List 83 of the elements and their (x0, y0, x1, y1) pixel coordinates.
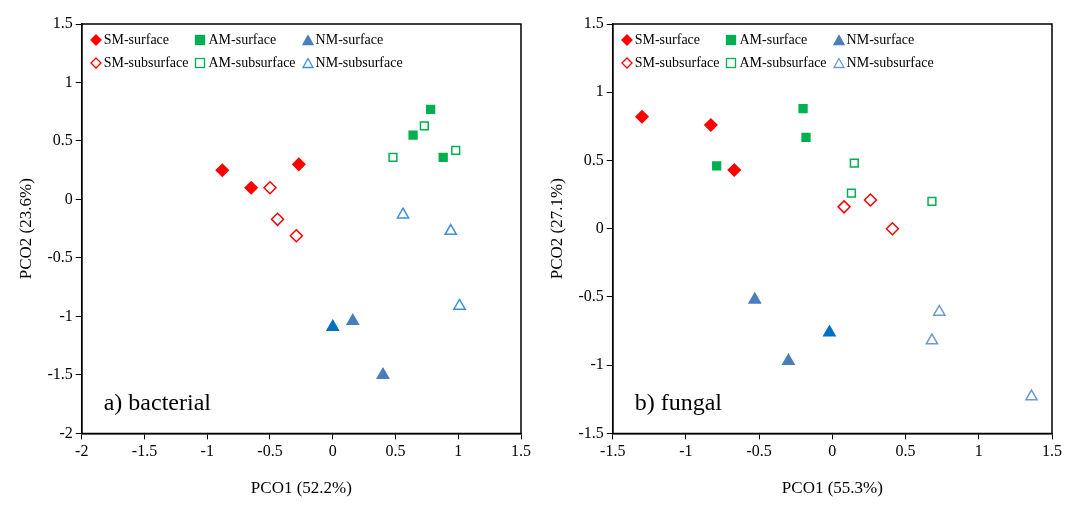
x-tick-label: 1.5 (511, 442, 531, 460)
x-tick-label: 1 (974, 442, 983, 460)
point (712, 161, 722, 171)
point (863, 193, 878, 207)
point (438, 152, 448, 162)
y-axis-title: PCO2 (23.6%) (15, 178, 35, 280)
y-tick-label: -1.5 (47, 365, 73, 383)
x-tick-label: -0.5 (746, 442, 772, 460)
point (727, 163, 742, 177)
y-tick-label: 0.5 (52, 131, 73, 149)
point (635, 110, 649, 124)
point (292, 157, 306, 172)
point (823, 325, 836, 337)
annotation: a) bacterial (103, 389, 211, 417)
legend-label: SM-subsurface (103, 55, 189, 71)
point (798, 103, 808, 114)
y-tick-label: -1 (590, 355, 604, 373)
y-tick-label: -2 (59, 423, 73, 441)
legend-label: AM-surface (208, 32, 277, 48)
x-tick-label: -1.5 (131, 442, 158, 460)
point (263, 181, 277, 195)
legend-label: AM-subsurface (208, 55, 296, 71)
point (419, 121, 429, 131)
point (346, 313, 360, 326)
point (885, 221, 900, 236)
point (849, 158, 859, 168)
point (801, 132, 811, 142)
y-tick-label: -1.5 (578, 423, 604, 441)
legend-label: AM-surface (739, 32, 808, 48)
legend-label: SM-surface (103, 32, 170, 48)
x-axis-title: PCO1 (52.2%) (250, 478, 352, 498)
y-tick-label: 1 (64, 72, 73, 90)
point (289, 228, 304, 243)
legend-label: NM-surface (846, 32, 915, 48)
point (932, 304, 946, 316)
y-tick-label: 0 (64, 189, 73, 207)
y-tick-label: 1.5 (583, 14, 604, 32)
x-tick-label: 0 (828, 442, 837, 460)
point (388, 152, 398, 162)
x-tick-label: 1.5 (1042, 442, 1062, 460)
point (376, 367, 390, 379)
point (408, 130, 418, 140)
point (748, 292, 762, 304)
y-tick-label: 1.5 (52, 14, 73, 32)
x-tick-label: -1 (200, 442, 214, 460)
x-tick-label: -1 (679, 442, 693, 460)
legend-label: NM-surface (315, 32, 384, 48)
point (270, 212, 285, 227)
point (1025, 389, 1038, 401)
point (453, 298, 466, 310)
point (215, 163, 230, 177)
y-tick-label: 0 (595, 218, 604, 236)
y-tick-label: -0.5 (578, 287, 604, 305)
y-tick-label: -0.5 (47, 248, 73, 266)
x-axis-title: PCO1 (55.3%) (781, 478, 883, 498)
point (837, 200, 851, 214)
y-axis-title: PCO2 (27.1%) (546, 178, 566, 280)
legend-label: SM-surface (634, 32, 701, 48)
x-tick-label: 0.5 (385, 442, 406, 460)
legend-label: AM-subsurface (739, 55, 827, 71)
point (244, 181, 258, 195)
point (846, 188, 857, 198)
point (444, 223, 458, 236)
legend-label: NM-subsurface (846, 55, 934, 71)
legend-label: SM-subsurface (634, 55, 720, 71)
point (925, 333, 939, 345)
x-tick-label: -2 (75, 442, 89, 460)
y-tick-label: -1 (59, 306, 73, 324)
point (426, 104, 436, 115)
annotation: b) fungal (634, 389, 723, 417)
point (704, 118, 718, 132)
y-tick-label: 1 (595, 82, 604, 100)
point (326, 319, 340, 331)
legend-label: NM-subsurface (315, 55, 403, 71)
point (927, 196, 937, 207)
point (451, 145, 461, 155)
point (782, 353, 795, 366)
x-tick-label: -0.5 (257, 442, 283, 460)
x-tick-label: 0 (328, 442, 337, 460)
x-tick-label: 1 (454, 442, 463, 460)
y-tick-label: 0.5 (583, 150, 604, 168)
point (396, 207, 410, 219)
x-tick-label: 0.5 (895, 442, 916, 460)
